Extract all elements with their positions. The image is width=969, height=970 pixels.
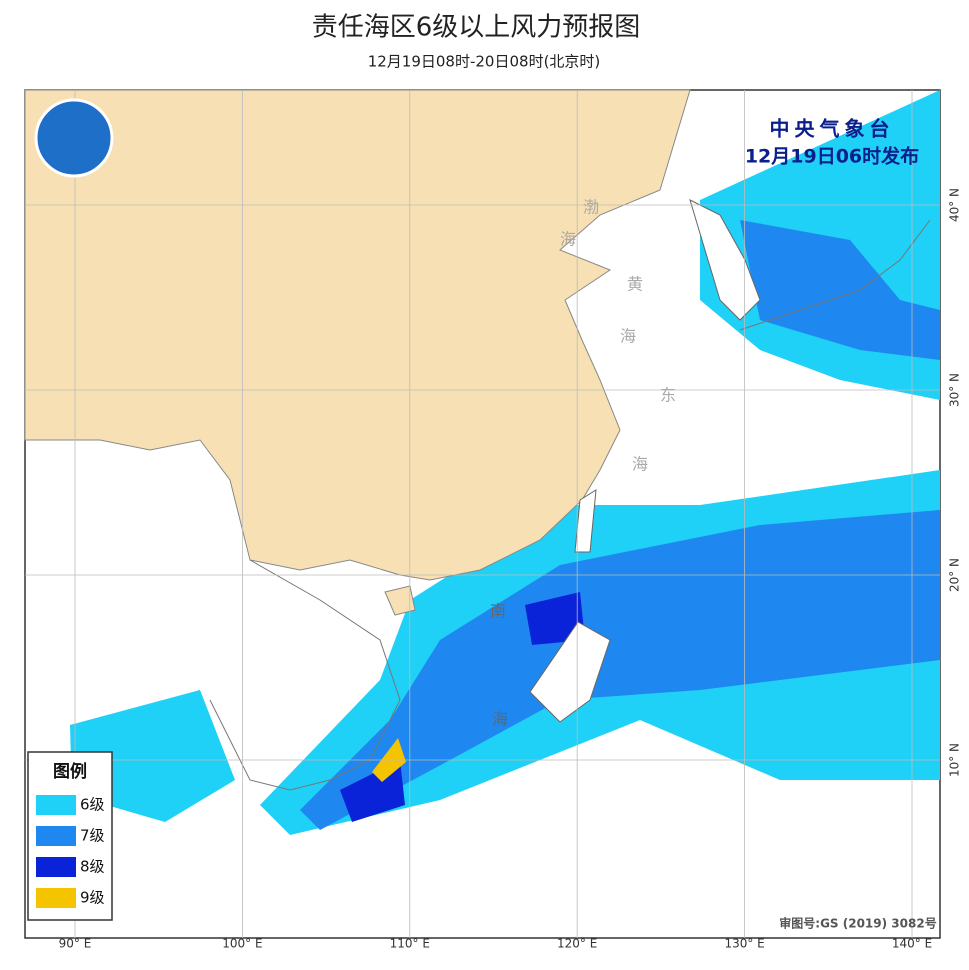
zone-8	[525, 592, 585, 645]
legend-swatch	[36, 888, 76, 908]
graticule	[25, 90, 940, 938]
legend: 图例 6级 7级 8级 9级	[27, 751, 113, 921]
lat-label: 40° N	[948, 188, 962, 222]
lon-label: 110° E	[390, 937, 430, 951]
zone-7	[740, 220, 940, 360]
sea-label: 海	[492, 710, 508, 729]
lon-label: 120° E	[557, 937, 597, 951]
sea-label: 海	[560, 230, 576, 249]
luzon	[529, 621, 611, 723]
sea-label: 海	[632, 455, 648, 474]
sea-label: 黄	[627, 275, 643, 294]
agency: 中央气象台	[770, 117, 895, 141]
korea	[689, 199, 761, 321]
lon-label: 130° E	[724, 937, 764, 951]
logo	[34, 98, 114, 178]
legend-label: 9级	[80, 889, 105, 907]
issue-time: 12月19日06时发布	[745, 145, 919, 168]
legend-title: 图例	[53, 761, 87, 782]
title: 责任海区6级以上风力预报图	[312, 13, 641, 43]
japan-coast	[739, 219, 931, 331]
lon-label: 140° E	[892, 937, 932, 951]
legend-label: 6级	[80, 796, 105, 814]
legend-swatch	[36, 826, 76, 846]
legend-label: 8级	[80, 858, 105, 876]
taiwan	[574, 489, 597, 553]
sea-label: 南	[490, 602, 506, 621]
sea-label: 东	[660, 386, 676, 405]
lat-label: 30° N	[948, 373, 962, 407]
lon-label: 90° E	[59, 937, 92, 951]
legend-swatch	[36, 857, 76, 877]
lat-label: 20° N	[948, 558, 962, 592]
hainan	[384, 585, 416, 616]
legend-swatch	[36, 795, 76, 815]
sea-label: 渤	[583, 198, 599, 217]
approval: 审图号:GS (2019) 3082号	[779, 916, 936, 931]
legend-label: 7级	[80, 827, 105, 845]
china-land	[24, 89, 691, 581]
zone-7	[300, 510, 940, 830]
subtitle: 12月19日08时-20日08时(北京时)	[368, 53, 601, 71]
lat-label: 10° N	[948, 743, 962, 777]
sea-label: 海	[620, 327, 636, 346]
lon-label: 100° E	[222, 937, 262, 951]
